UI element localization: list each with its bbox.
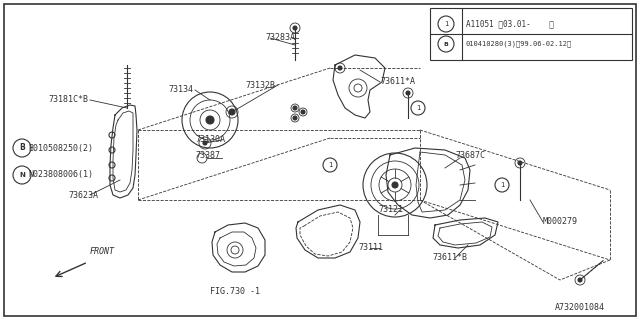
Text: B010508250(2): B010508250(2) xyxy=(28,143,93,153)
Circle shape xyxy=(203,141,207,145)
Text: 73611*A: 73611*A xyxy=(380,77,415,86)
Text: 1: 1 xyxy=(416,105,420,111)
Text: N: N xyxy=(19,172,25,178)
Text: 73181C*B: 73181C*B xyxy=(48,95,88,105)
Text: 73111: 73111 xyxy=(358,244,383,252)
Text: 010410280(3)〃99.06-02.12〉: 010410280(3)〃99.06-02.12〉 xyxy=(466,41,572,47)
Text: 73611*B: 73611*B xyxy=(432,253,467,262)
Text: B: B xyxy=(19,143,25,153)
Circle shape xyxy=(293,116,297,120)
Text: 73687C: 73687C xyxy=(455,150,485,159)
Text: 73132B: 73132B xyxy=(245,81,275,90)
Circle shape xyxy=(406,91,410,95)
Text: 73387: 73387 xyxy=(195,150,220,159)
Text: 73623A: 73623A xyxy=(68,190,98,199)
Circle shape xyxy=(229,109,235,115)
Circle shape xyxy=(578,278,582,282)
Text: 73130A: 73130A xyxy=(195,135,225,145)
Text: FRONT: FRONT xyxy=(90,247,115,256)
Text: 1: 1 xyxy=(328,162,332,168)
Circle shape xyxy=(392,182,398,188)
Text: 73134: 73134 xyxy=(168,85,193,94)
Text: A732001084: A732001084 xyxy=(555,303,605,313)
Text: B: B xyxy=(444,42,449,46)
Circle shape xyxy=(206,116,214,124)
Circle shape xyxy=(293,106,297,110)
Text: 73121: 73121 xyxy=(378,205,403,214)
Text: 73283A: 73283A xyxy=(265,34,295,43)
Text: A11051 〃03.01-    〉: A11051 〃03.01- 〉 xyxy=(466,20,554,28)
Text: FIG.730 -1: FIG.730 -1 xyxy=(210,287,260,297)
Circle shape xyxy=(301,110,305,114)
Circle shape xyxy=(518,161,522,165)
Circle shape xyxy=(338,66,342,70)
Circle shape xyxy=(293,26,297,30)
Text: N023808006(1): N023808006(1) xyxy=(28,171,93,180)
Text: 1: 1 xyxy=(500,182,504,188)
Text: 1: 1 xyxy=(444,21,448,27)
Text: M000279: M000279 xyxy=(543,218,578,227)
Bar xyxy=(430,8,632,60)
